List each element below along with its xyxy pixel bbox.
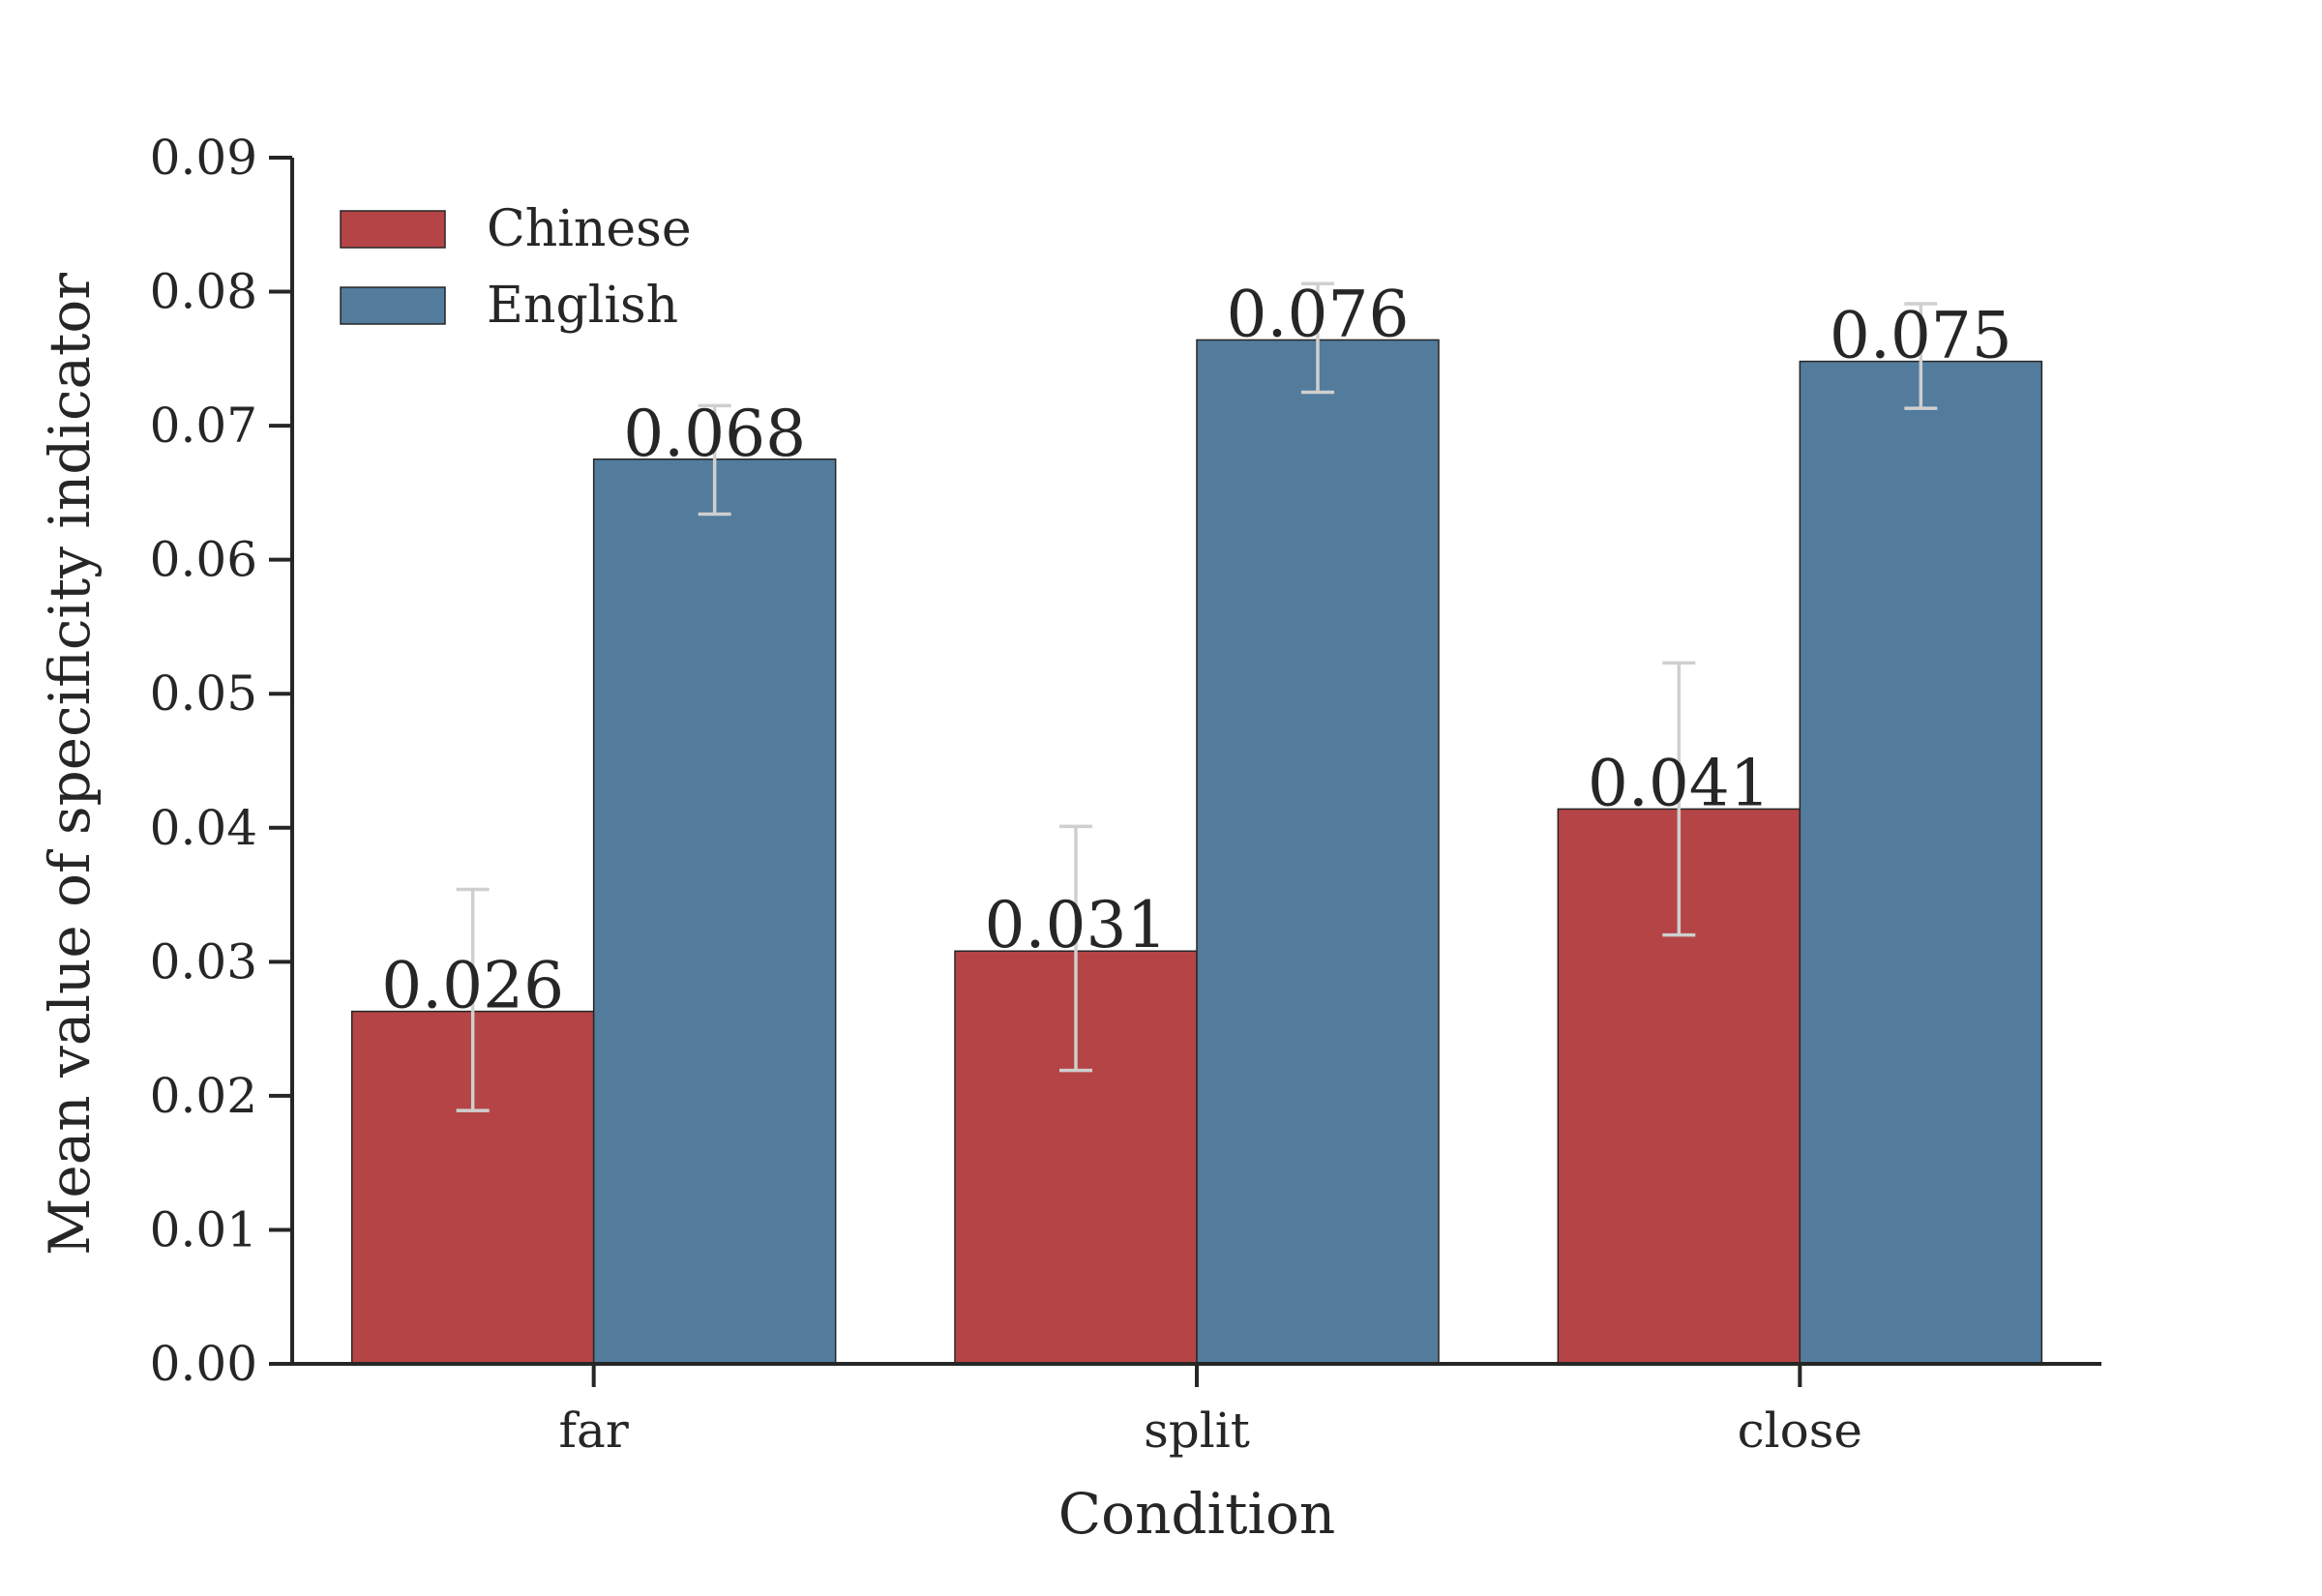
y-tick-label: 0.01 <box>150 1201 257 1257</box>
legend-label-chinese: Chinese <box>487 200 692 258</box>
error-bars-layer <box>456 281 1938 1112</box>
bar-english-split <box>1196 339 1440 1365</box>
x-tick-label-split: split <box>1144 1403 1250 1459</box>
x-ticks: far split close <box>559 1364 1862 1459</box>
data-label-chinese-far: 0.026 <box>381 949 564 1023</box>
y-tick-label: 0.03 <box>150 933 257 990</box>
error-bar-english-close <box>1904 302 1938 410</box>
x-tick-label-far: far <box>559 1403 629 1459</box>
y-tick-label: 0.00 <box>150 1336 257 1392</box>
y-tick-label: 0.06 <box>150 532 257 588</box>
legend-swatch-english <box>340 286 446 325</box>
y-ticks: 0.00 0.01 0.02 0.03 0.04 0.05 0.06 0.07 0.08 0.09 <box>150 130 292 1392</box>
data-label-english-far: 0.068 <box>623 397 806 471</box>
y-tick-label: 0.09 <box>150 130 257 186</box>
legend-swatch-chinese <box>340 210 446 249</box>
data-label-chinese-split: 0.031 <box>985 888 1168 962</box>
error-bar-english-far <box>698 403 731 517</box>
data-label-chinese-close: 0.041 <box>1588 746 1771 820</box>
y-tick-label: 0.08 <box>150 264 257 320</box>
data-label-english-close: 0.075 <box>1830 299 2012 373</box>
bar-english-close <box>1799 360 2043 1365</box>
error-bar-chinese-far <box>456 887 490 1112</box>
y-axis-title: Mean value of specificity indicator <box>37 273 103 1256</box>
legend-label-english: English <box>487 277 678 335</box>
legend: Chinese English <box>340 200 692 335</box>
x-tick-label-close: close <box>1738 1403 1862 1459</box>
error-bar-english-split <box>1301 281 1334 395</box>
x-axis-title: Condition <box>1058 1481 1335 1547</box>
data-labels: 0.026 0.068 0.031 0.076 0.041 0.075 <box>381 277 2012 1022</box>
y-tick-label: 0.02 <box>150 1068 257 1124</box>
error-bar-chinese-close <box>1662 661 1696 937</box>
y-tick-label: 0.05 <box>150 665 257 722</box>
y-tick-label: 0.04 <box>150 800 257 856</box>
bar-english-far <box>592 458 837 1365</box>
y-tick-label: 0.07 <box>150 398 257 454</box>
data-label-english-split: 0.076 <box>1227 277 1410 351</box>
bars-layer <box>350 339 2043 1365</box>
error-bar-chinese-split <box>1059 824 1092 1073</box>
